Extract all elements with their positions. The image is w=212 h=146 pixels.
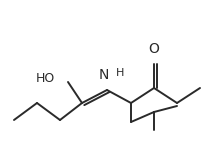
- Text: HO: HO: [36, 72, 55, 85]
- Text: O: O: [149, 42, 159, 56]
- Text: N: N: [99, 68, 109, 82]
- Text: H: H: [116, 68, 124, 78]
